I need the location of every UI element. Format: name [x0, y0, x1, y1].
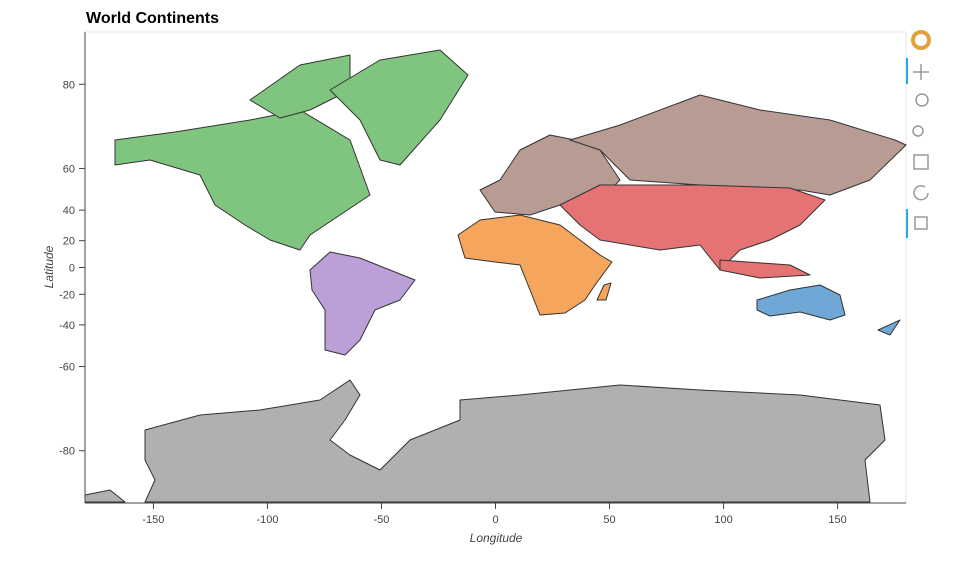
chart-title: World Continents [86, 10, 219, 27]
hover-tool[interactable] [914, 216, 928, 230]
asia [559, 184, 826, 271]
australia [756, 284, 846, 321]
x-tick-label: 100 [714, 514, 732, 526]
y-tick-label: 60 [63, 163, 75, 175]
y-tick-label: 20 [63, 236, 75, 248]
africa [457, 214, 613, 316]
x-tick-label: -50 [374, 514, 390, 526]
wheel-zoom-tool[interactable] [912, 125, 924, 137]
indonesia [719, 259, 811, 279]
x-tick-label: -100 [256, 514, 278, 526]
x-tick-label: 0 [492, 514, 498, 526]
x-tick-label: -150 [142, 514, 164, 526]
reset-tool[interactable] [913, 185, 929, 201]
x-tick-label: 150 [828, 514, 846, 526]
y-tick-label: 40 [63, 205, 75, 217]
save-tool[interactable] [913, 154, 929, 170]
y-tick-label: -20 [59, 289, 75, 301]
y-tick-label: 0 [69, 263, 75, 275]
russia [569, 94, 907, 196]
y-tick-label: -80 [59, 446, 75, 458]
y-tick-label: 80 [63, 79, 75, 91]
antarctica [144, 379, 886, 503]
toolbar [906, 30, 931, 238]
y-tick-label: -40 [59, 320, 75, 332]
greenland [329, 49, 469, 166]
pan-tool[interactable] [913, 64, 929, 80]
continents [84, 49, 907, 503]
y-tick-label: -60 [59, 362, 75, 374]
south-america [309, 251, 416, 356]
y-axis-label: Latitude [42, 245, 56, 288]
madagascar [596, 282, 612, 301]
x-tick-label: 50 [603, 514, 615, 526]
logo [911, 30, 931, 50]
zoom-tool[interactable] [915, 93, 929, 107]
x-axis-label: Longitude [470, 531, 523, 545]
axes: -150 -100 -50 0 50 100 150 -80 -60 -40 -20 0 20 40 60 8… [59, 32, 906, 526]
new-zealand [877, 319, 901, 336]
